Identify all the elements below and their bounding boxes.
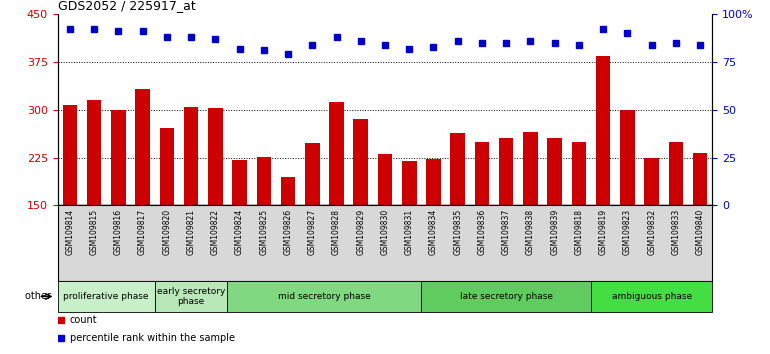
Bar	[402, 161, 417, 205]
Text: count: count	[69, 315, 97, 325]
Text: GSM109815: GSM109815	[89, 209, 99, 255]
Bar	[184, 107, 199, 205]
Text: GSM109817: GSM109817	[138, 209, 147, 255]
Bar	[499, 138, 514, 205]
Bar	[693, 153, 708, 205]
Bar	[58, 281, 155, 312]
Bar	[155, 281, 227, 312]
Text: GSM109832: GSM109832	[647, 209, 656, 255]
Bar	[547, 138, 562, 205]
Bar	[427, 159, 440, 205]
Bar	[571, 142, 586, 205]
Text: GSM109829: GSM109829	[357, 209, 365, 255]
Text: other: other	[25, 291, 54, 302]
Text: GSM109822: GSM109822	[211, 209, 219, 255]
Bar	[591, 281, 712, 312]
Text: GDS2052 / 225917_at: GDS2052 / 225917_at	[58, 0, 196, 12]
Bar	[620, 110, 634, 205]
Bar	[62, 105, 77, 205]
Bar	[474, 142, 489, 205]
Text: GSM109840: GSM109840	[695, 209, 705, 255]
Bar	[227, 281, 421, 312]
Text: GSM109821: GSM109821	[186, 209, 196, 255]
Bar	[305, 143, 320, 205]
Bar	[353, 119, 368, 205]
Text: GSM109827: GSM109827	[308, 209, 316, 255]
Text: GSM109820: GSM109820	[162, 209, 172, 255]
Text: proliferative phase: proliferative phase	[63, 292, 149, 301]
Text: GSM109825: GSM109825	[259, 209, 268, 255]
Bar	[330, 102, 343, 205]
Text: GSM109835: GSM109835	[454, 209, 462, 255]
Text: ambiguous phase: ambiguous phase	[611, 292, 691, 301]
Text: GSM109839: GSM109839	[551, 209, 559, 255]
Text: late secretory phase: late secretory phase	[460, 292, 553, 301]
Text: GSM109838: GSM109838	[526, 209, 535, 255]
Bar	[596, 56, 611, 205]
Bar	[87, 99, 102, 205]
Bar	[281, 177, 296, 205]
Text: GSM109834: GSM109834	[429, 209, 438, 255]
Text: GSM109816: GSM109816	[114, 209, 123, 255]
Text: GSM109823: GSM109823	[623, 209, 632, 255]
Bar	[421, 281, 591, 312]
Text: GSM109836: GSM109836	[477, 209, 487, 255]
Bar	[450, 133, 465, 205]
Text: GSM109826: GSM109826	[283, 209, 293, 255]
Bar	[668, 142, 683, 205]
Bar	[378, 154, 392, 205]
Bar	[111, 110, 126, 205]
Text: GSM109831: GSM109831	[405, 209, 413, 255]
Bar	[644, 158, 659, 205]
Text: GSM109837: GSM109837	[502, 209, 511, 255]
Bar	[159, 127, 174, 205]
Text: GSM109833: GSM109833	[671, 209, 681, 255]
Text: GSM109824: GSM109824	[235, 209, 244, 255]
Text: GSM109830: GSM109830	[380, 209, 390, 255]
Text: GSM109819: GSM109819	[598, 209, 608, 255]
Bar	[136, 89, 150, 205]
Text: percentile rank within the sample: percentile rank within the sample	[69, 333, 235, 343]
Text: GSM109828: GSM109828	[332, 209, 341, 255]
Text: mid secretory phase: mid secretory phase	[278, 292, 371, 301]
Text: GSM109818: GSM109818	[574, 209, 584, 255]
Bar	[256, 157, 271, 205]
Text: GSM109814: GSM109814	[65, 209, 75, 255]
Bar	[208, 108, 223, 205]
Text: early secretory
phase: early secretory phase	[157, 287, 226, 306]
Bar	[523, 132, 537, 205]
Bar	[233, 160, 247, 205]
